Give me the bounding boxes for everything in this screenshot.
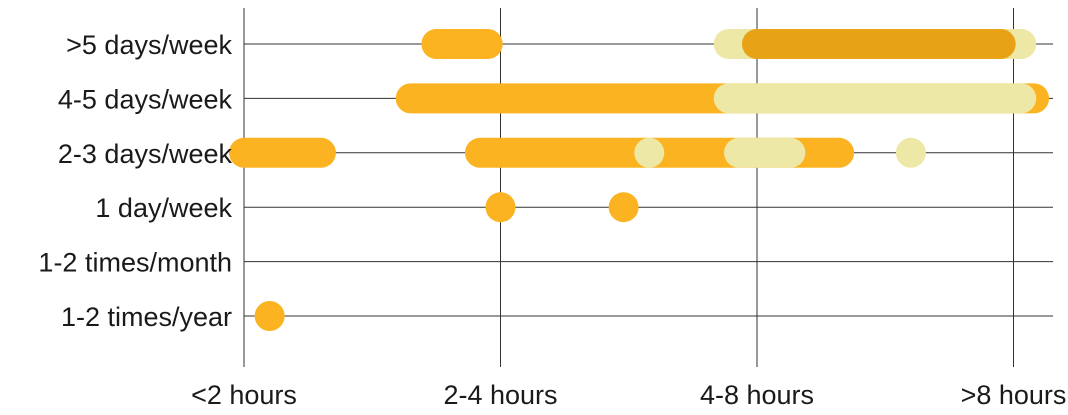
range-bar [229,137,336,168]
x-tick-label: 4-8 hours [700,380,814,410]
grid [243,8,1053,367]
range-bar [724,137,806,168]
range-bar [634,137,665,168]
range-bars [229,29,1050,331]
y-tick-label: 1-2 times/month [38,248,232,278]
range-bar [254,301,285,331]
y-tick-label: 4-5 days/week [58,84,233,114]
x-tick-label: 2-4 hours [443,380,557,410]
range-bar [608,192,639,223]
range-bar [895,137,926,168]
range-bar [485,192,516,223]
y-tick-label: 1 day/week [95,193,232,223]
x-tick-label: <2 hours [191,380,297,410]
x-tick-label: >8 hours [961,380,1067,410]
y-tick-label: 1-2 times/year [61,302,232,332]
y-tick-label: 2-3 days/week [58,139,233,169]
range-bar [421,29,503,59]
range-bar [742,29,1016,59]
y-tick-label: >5 days/week [66,30,232,60]
x-axis-labels: <2 hours 2-4 hours 4-8 hours >8 hours [191,380,1066,410]
y-axis-labels: >5 days/week 4-5 days/week 2-3 days/week 1 … [38,30,232,332]
range-bar [713,83,1037,114]
